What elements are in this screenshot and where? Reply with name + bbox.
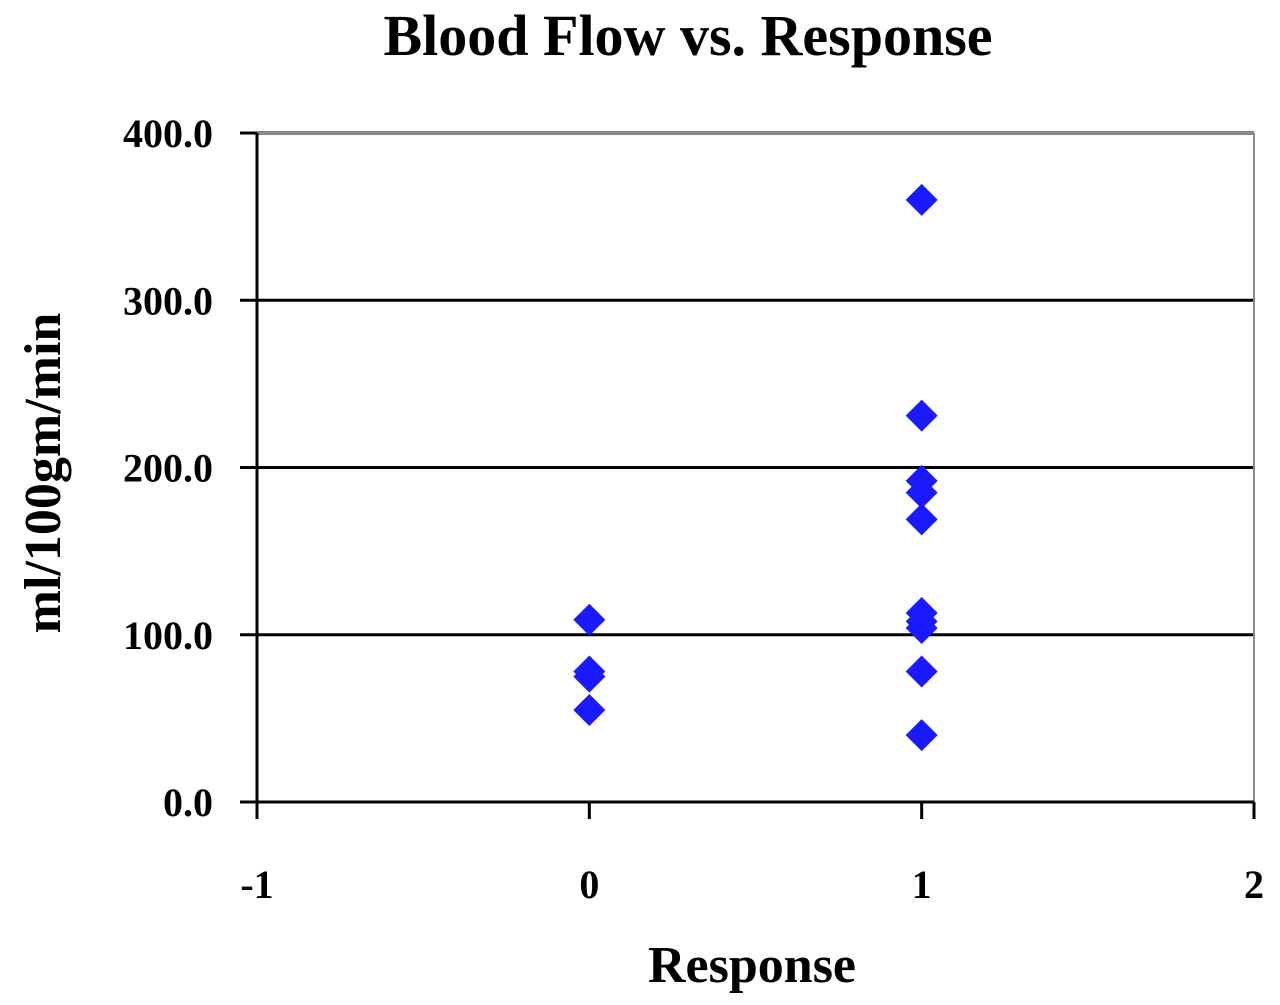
y-tick-label: 0.0 [163,780,213,825]
data-point [905,183,938,216]
data-points [573,183,938,752]
x-tick-label: -1 [240,862,273,907]
data-point [905,399,938,432]
y-tick-label: 300.0 [123,278,213,323]
data-point [905,503,938,536]
data-point [573,660,606,693]
chart-title: Blood Flow vs. Response [383,3,992,68]
y-axis-title: ml/100gm/min [15,313,72,634]
tick-labels: 0.0 100.0 200.0 300.0 400.0 -1 0 1 2 [123,111,1264,907]
data-point [905,612,938,645]
x-tick-label: 0 [579,862,599,907]
data-point [905,719,938,752]
x-axis-title: Response [648,937,856,994]
x-tick-label: 1 [912,862,932,907]
data-point [905,476,938,509]
y-tick-label: 200.0 [123,446,213,491]
data-point [573,694,606,727]
data-point [905,655,938,688]
data-point [573,603,606,636]
axes [240,131,1256,819]
y-tick-label: 100.0 [123,613,213,658]
y-tick-label: 400.0 [123,111,213,156]
x-tick-label: 2 [1244,862,1264,907]
gridlines [257,131,1254,637]
